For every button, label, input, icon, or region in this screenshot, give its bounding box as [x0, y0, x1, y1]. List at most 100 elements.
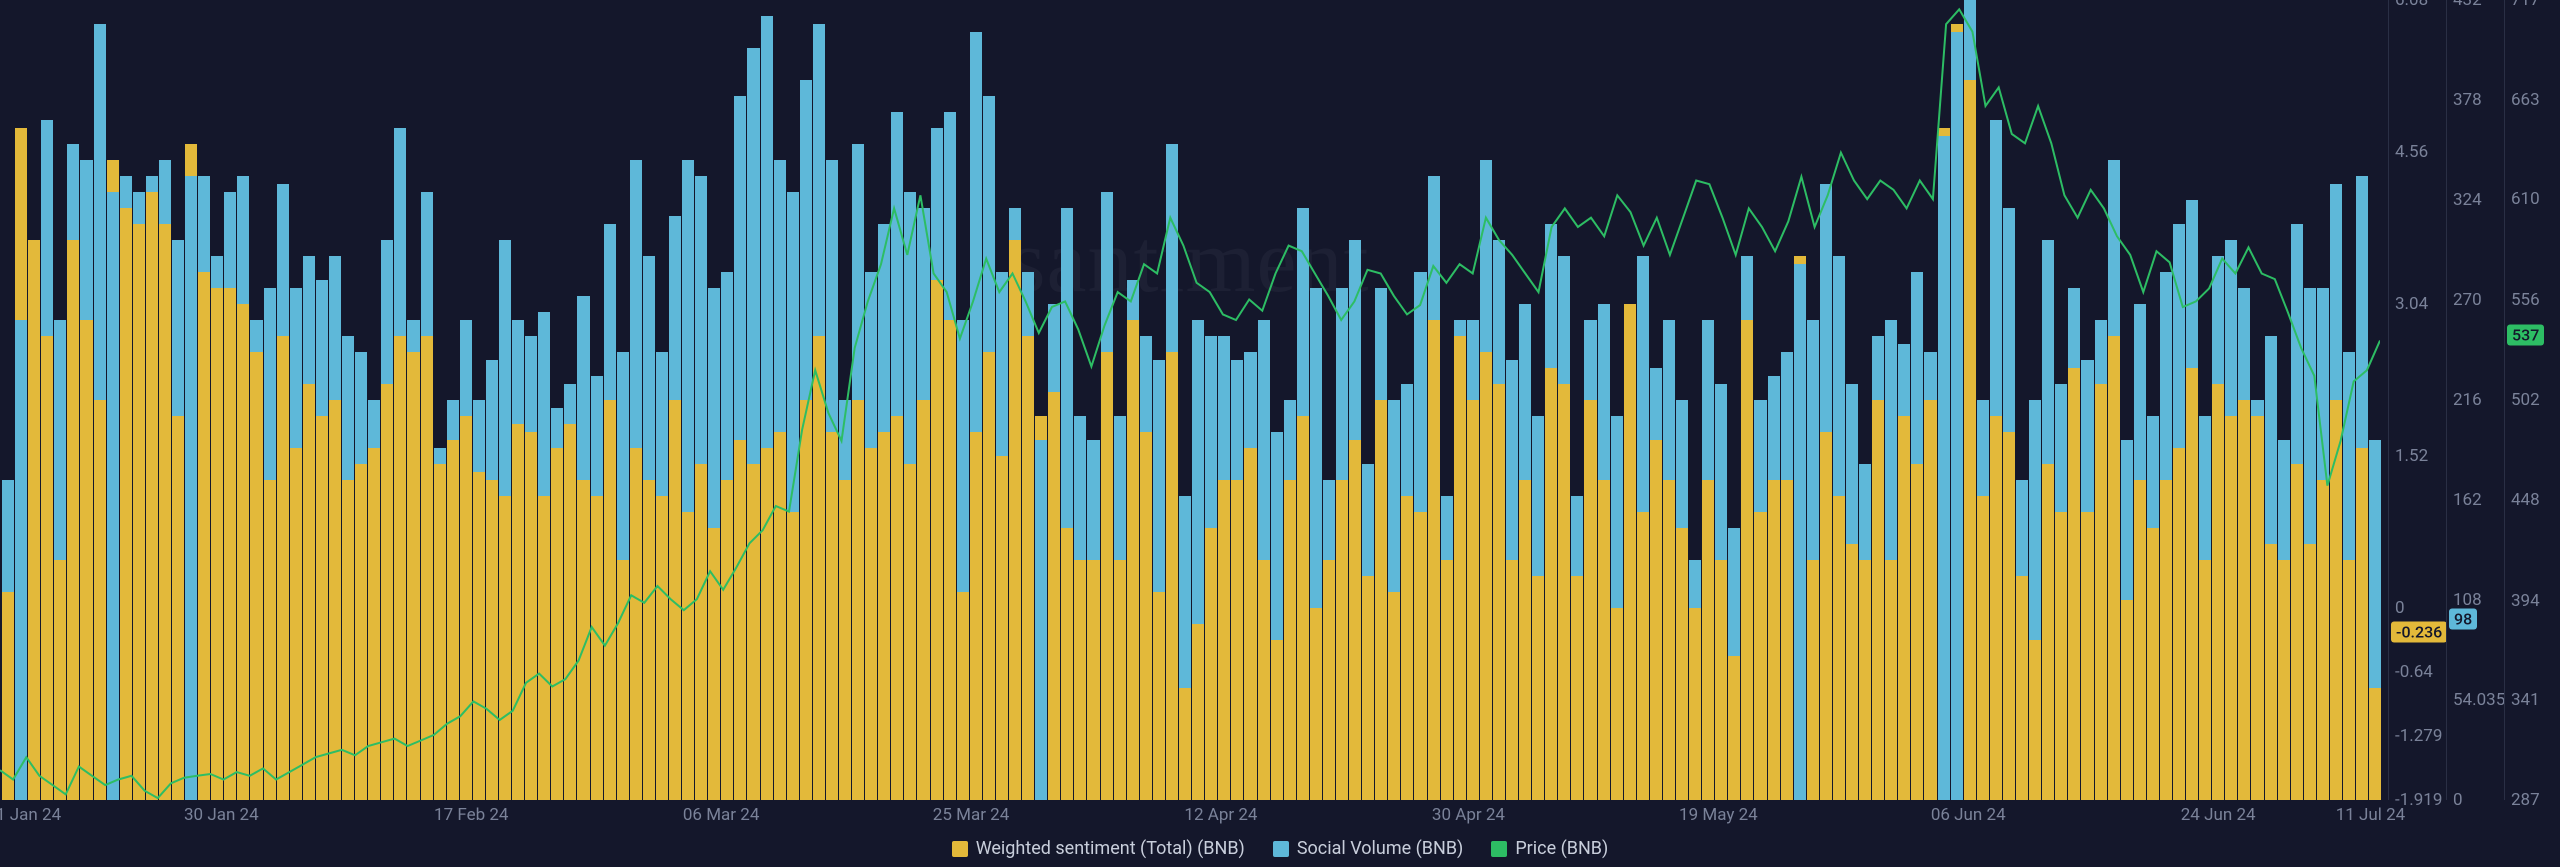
- bar-slot[interactable]: [2199, 0, 2211, 800]
- bar-slot[interactable]: [2278, 0, 2290, 800]
- bar-slot[interactable]: [695, 0, 707, 800]
- bar-slot[interactable]: [2369, 0, 2381, 800]
- bar-slot[interactable]: [2251, 0, 2263, 800]
- plot-area[interactable]: santiment: [0, 0, 2380, 800]
- bar-slot[interactable]: [1715, 0, 1727, 800]
- bar-slot[interactable]: [1885, 0, 1897, 800]
- bar-slot[interactable]: [67, 0, 79, 800]
- bar-slot[interactable]: [2343, 0, 2355, 800]
- bar-slot[interactable]: [1598, 0, 1610, 800]
- bar-slot[interactable]: [460, 0, 472, 800]
- bar-slot[interactable]: [643, 0, 655, 800]
- bar-slot[interactable]: [852, 0, 864, 800]
- bar-slot[interactable]: [41, 0, 53, 800]
- bar-slot[interactable]: [277, 0, 289, 800]
- bar-slot[interactable]: [1702, 0, 1714, 800]
- bar-slot[interactable]: [1663, 0, 1675, 800]
- bar-slot[interactable]: [2108, 0, 2120, 800]
- bar-slot[interactable]: [800, 0, 812, 800]
- bar-slot[interactable]: [237, 0, 249, 800]
- bar-slot[interactable]: [1624, 0, 1636, 800]
- bar-slot[interactable]: [1310, 0, 1322, 800]
- bar-slot[interactable]: [2, 0, 14, 800]
- bar-slot[interactable]: [917, 0, 929, 800]
- bar-slot[interactable]: [577, 0, 589, 800]
- bar-slot[interactable]: [2330, 0, 2342, 800]
- bar-slot[interactable]: [878, 0, 890, 800]
- bar-slot[interactable]: [1807, 0, 1819, 800]
- bar-slot[interactable]: [2003, 0, 2015, 800]
- bar-slot[interactable]: [94, 0, 106, 800]
- bar-slot[interactable]: [1362, 0, 1374, 800]
- bar-slot[interactable]: [551, 0, 563, 800]
- bar-slot[interactable]: [1153, 0, 1165, 800]
- bar-slot[interactable]: [355, 0, 367, 800]
- bar-slot[interactable]: [1297, 0, 1309, 800]
- bar-slot[interactable]: [2173, 0, 2185, 800]
- bar-slot[interactable]: [1676, 0, 1688, 800]
- bar-slot[interactable]: [198, 0, 210, 800]
- bar-slot[interactable]: [486, 0, 498, 800]
- bar-slot[interactable]: [499, 0, 511, 800]
- bar-slot[interactable]: [1375, 0, 1387, 800]
- bar-slot[interactable]: [2055, 0, 2067, 800]
- bar-slot[interactable]: [1009, 0, 1021, 800]
- bar-slot[interactable]: [1218, 0, 1230, 800]
- bar-slot[interactable]: [1258, 0, 1270, 800]
- bar-slot[interactable]: [734, 0, 746, 800]
- bar-slot[interactable]: [2265, 0, 2277, 800]
- bar-slot[interactable]: [2095, 0, 2107, 800]
- bar-slot[interactable]: [1872, 0, 1884, 800]
- bar-slot[interactable]: [1127, 0, 1139, 800]
- bar-slot[interactable]: [250, 0, 262, 800]
- bar-slot[interactable]: [447, 0, 459, 800]
- bar-slot[interactable]: [891, 0, 903, 800]
- bar-slot[interactable]: [107, 0, 119, 800]
- bar-slot[interactable]: [1101, 0, 1113, 800]
- bar-slot[interactable]: [368, 0, 380, 800]
- bar-slot[interactable]: [2304, 0, 2316, 800]
- bar-slot[interactable]: [682, 0, 694, 800]
- bar-slot[interactable]: [944, 0, 956, 800]
- bar-slot[interactable]: [133, 0, 145, 800]
- bar-slot[interactable]: [1977, 0, 1989, 800]
- bar-slot[interactable]: [904, 0, 916, 800]
- bar-slot[interactable]: [264, 0, 276, 800]
- bar-slot[interactable]: [1545, 0, 1557, 800]
- bar-slot[interactable]: [2212, 0, 2224, 800]
- bar-slot[interactable]: [80, 0, 92, 800]
- bar-slot[interactable]: [15, 0, 27, 800]
- bar-slot[interactable]: [1794, 0, 1806, 800]
- bar-slot[interactable]: [1938, 0, 1950, 800]
- bar-slot[interactable]: [839, 0, 851, 800]
- bar-slot[interactable]: [290, 0, 302, 800]
- bar-slot[interactable]: [54, 0, 66, 800]
- bar-slot[interactable]: [2160, 0, 2172, 800]
- bar-slot[interactable]: [564, 0, 576, 800]
- bar-slot[interactable]: [983, 0, 995, 800]
- bar-slot[interactable]: [28, 0, 40, 800]
- bar-slot[interactable]: [1611, 0, 1623, 800]
- bar-slot[interactable]: [2042, 0, 2054, 800]
- bar-slot[interactable]: [525, 0, 537, 800]
- bar-slot[interactable]: [2068, 0, 2080, 800]
- bar-slot[interactable]: [970, 0, 982, 800]
- bar-slot[interactable]: [2121, 0, 2133, 800]
- bar-slot[interactable]: [1336, 0, 1348, 800]
- bar-slot[interactable]: [1114, 0, 1126, 800]
- bar-slot[interactable]: [159, 0, 171, 800]
- bar-slot[interactable]: [721, 0, 733, 800]
- bar-slot[interactable]: [813, 0, 825, 800]
- bar-slot[interactable]: [1061, 0, 1073, 800]
- legend-item[interactable]: Social Volume (BNB): [1273, 838, 1464, 859]
- bar-slot[interactable]: [656, 0, 668, 800]
- bar-slot[interactable]: [120, 0, 132, 800]
- bar-slot[interactable]: [434, 0, 446, 800]
- bar-slot[interactable]: [1074, 0, 1086, 800]
- bar-slot[interactable]: [787, 0, 799, 800]
- bar-slot[interactable]: [1990, 0, 2002, 800]
- bar-slot[interactable]: [1166, 0, 1178, 800]
- bar-slot[interactable]: [1428, 0, 1440, 800]
- bar-slot[interactable]: [2081, 0, 2093, 800]
- bar-slot[interactable]: [1571, 0, 1583, 800]
